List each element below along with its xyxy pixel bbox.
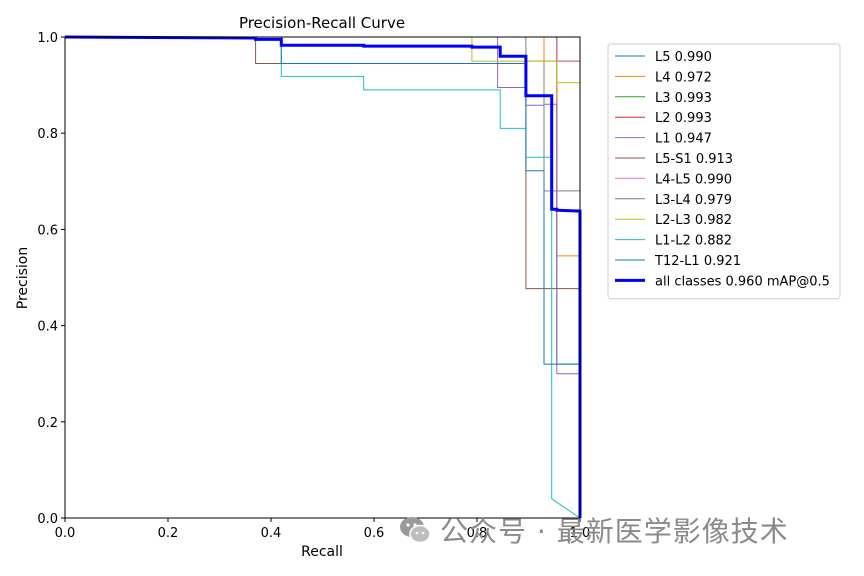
series-line-8 [65,36,581,518]
curves-group [64,35,582,519]
legend-label: L4 0.972 [655,70,712,85]
y-tick-label: 0.6 [37,223,58,238]
legend-label: L1-L2 0.882 [655,234,732,249]
x-tick-label: 0.0 [55,526,76,541]
watermark: 公众号 · 最新医学影像技术 [398,510,789,550]
x-tick-label: 0.2 [158,526,179,541]
watermark-text: 公众号 · 最新医学影像技术 [440,515,789,548]
x-tick-label: 0.8 [467,526,488,541]
legend-label: L2 0.993 [655,111,712,126]
plot-frame [64,36,581,519]
legend-label: L3-L4 0.979 [655,193,732,208]
y-tick-label: 0.2 [37,416,58,431]
series-line-10 [65,36,581,518]
series-line-5 [65,36,581,518]
series-line-0 [65,36,581,518]
series-line-3 [65,36,581,518]
series-line-6 [65,36,581,518]
x-tick-label: 0.4 [261,526,282,541]
series-line-1 [65,36,581,518]
legend-label: T12-L1 0.921 [654,254,741,269]
series-line-4 [65,36,581,518]
series-line-11 [64,35,582,518]
legend-label: all classes 0.960 mAP@0.5 [655,274,830,289]
y-tick-label: 0.4 [37,320,58,335]
y-tick-label: 1.0 [37,31,58,46]
wechat-icon [400,517,431,544]
chart-title: Precision-Recall Curve [239,14,405,32]
series-line-7 [65,36,581,518]
x-axis-title: Recall [301,544,343,560]
legend: L5 0.990 L4 0.972 L3 0.993 L2 0.993 L1 0.947… [607,43,841,300]
y-tick-label: 0.8 [37,127,58,142]
x-tick-label: 1.0 [570,526,591,541]
y-axis-title: Precision [15,247,31,309]
series-line-2 [65,36,581,518]
legend-label: L2-L3 0.982 [655,213,732,228]
x-tick-label: 0.6 [364,526,385,541]
series-line-9 [65,36,581,519]
legend-label: L1 0.947 [655,132,712,147]
x-axis: 0.0 0.2 0.4 0.6 0.8 1.0 [55,518,591,541]
legend-label: L5 0.990 [655,50,712,65]
y-tick-label: 0.0 [37,512,58,527]
legend-label: L5-S1 0.913 [655,152,733,167]
y-axis: 0.0 0.2 0.4 0.6 0.8 1.0 [37,31,65,527]
legend-box [607,43,841,300]
legend-label: L4-L5 0.990 [655,172,732,187]
legend-label: L3 0.993 [655,91,712,106]
